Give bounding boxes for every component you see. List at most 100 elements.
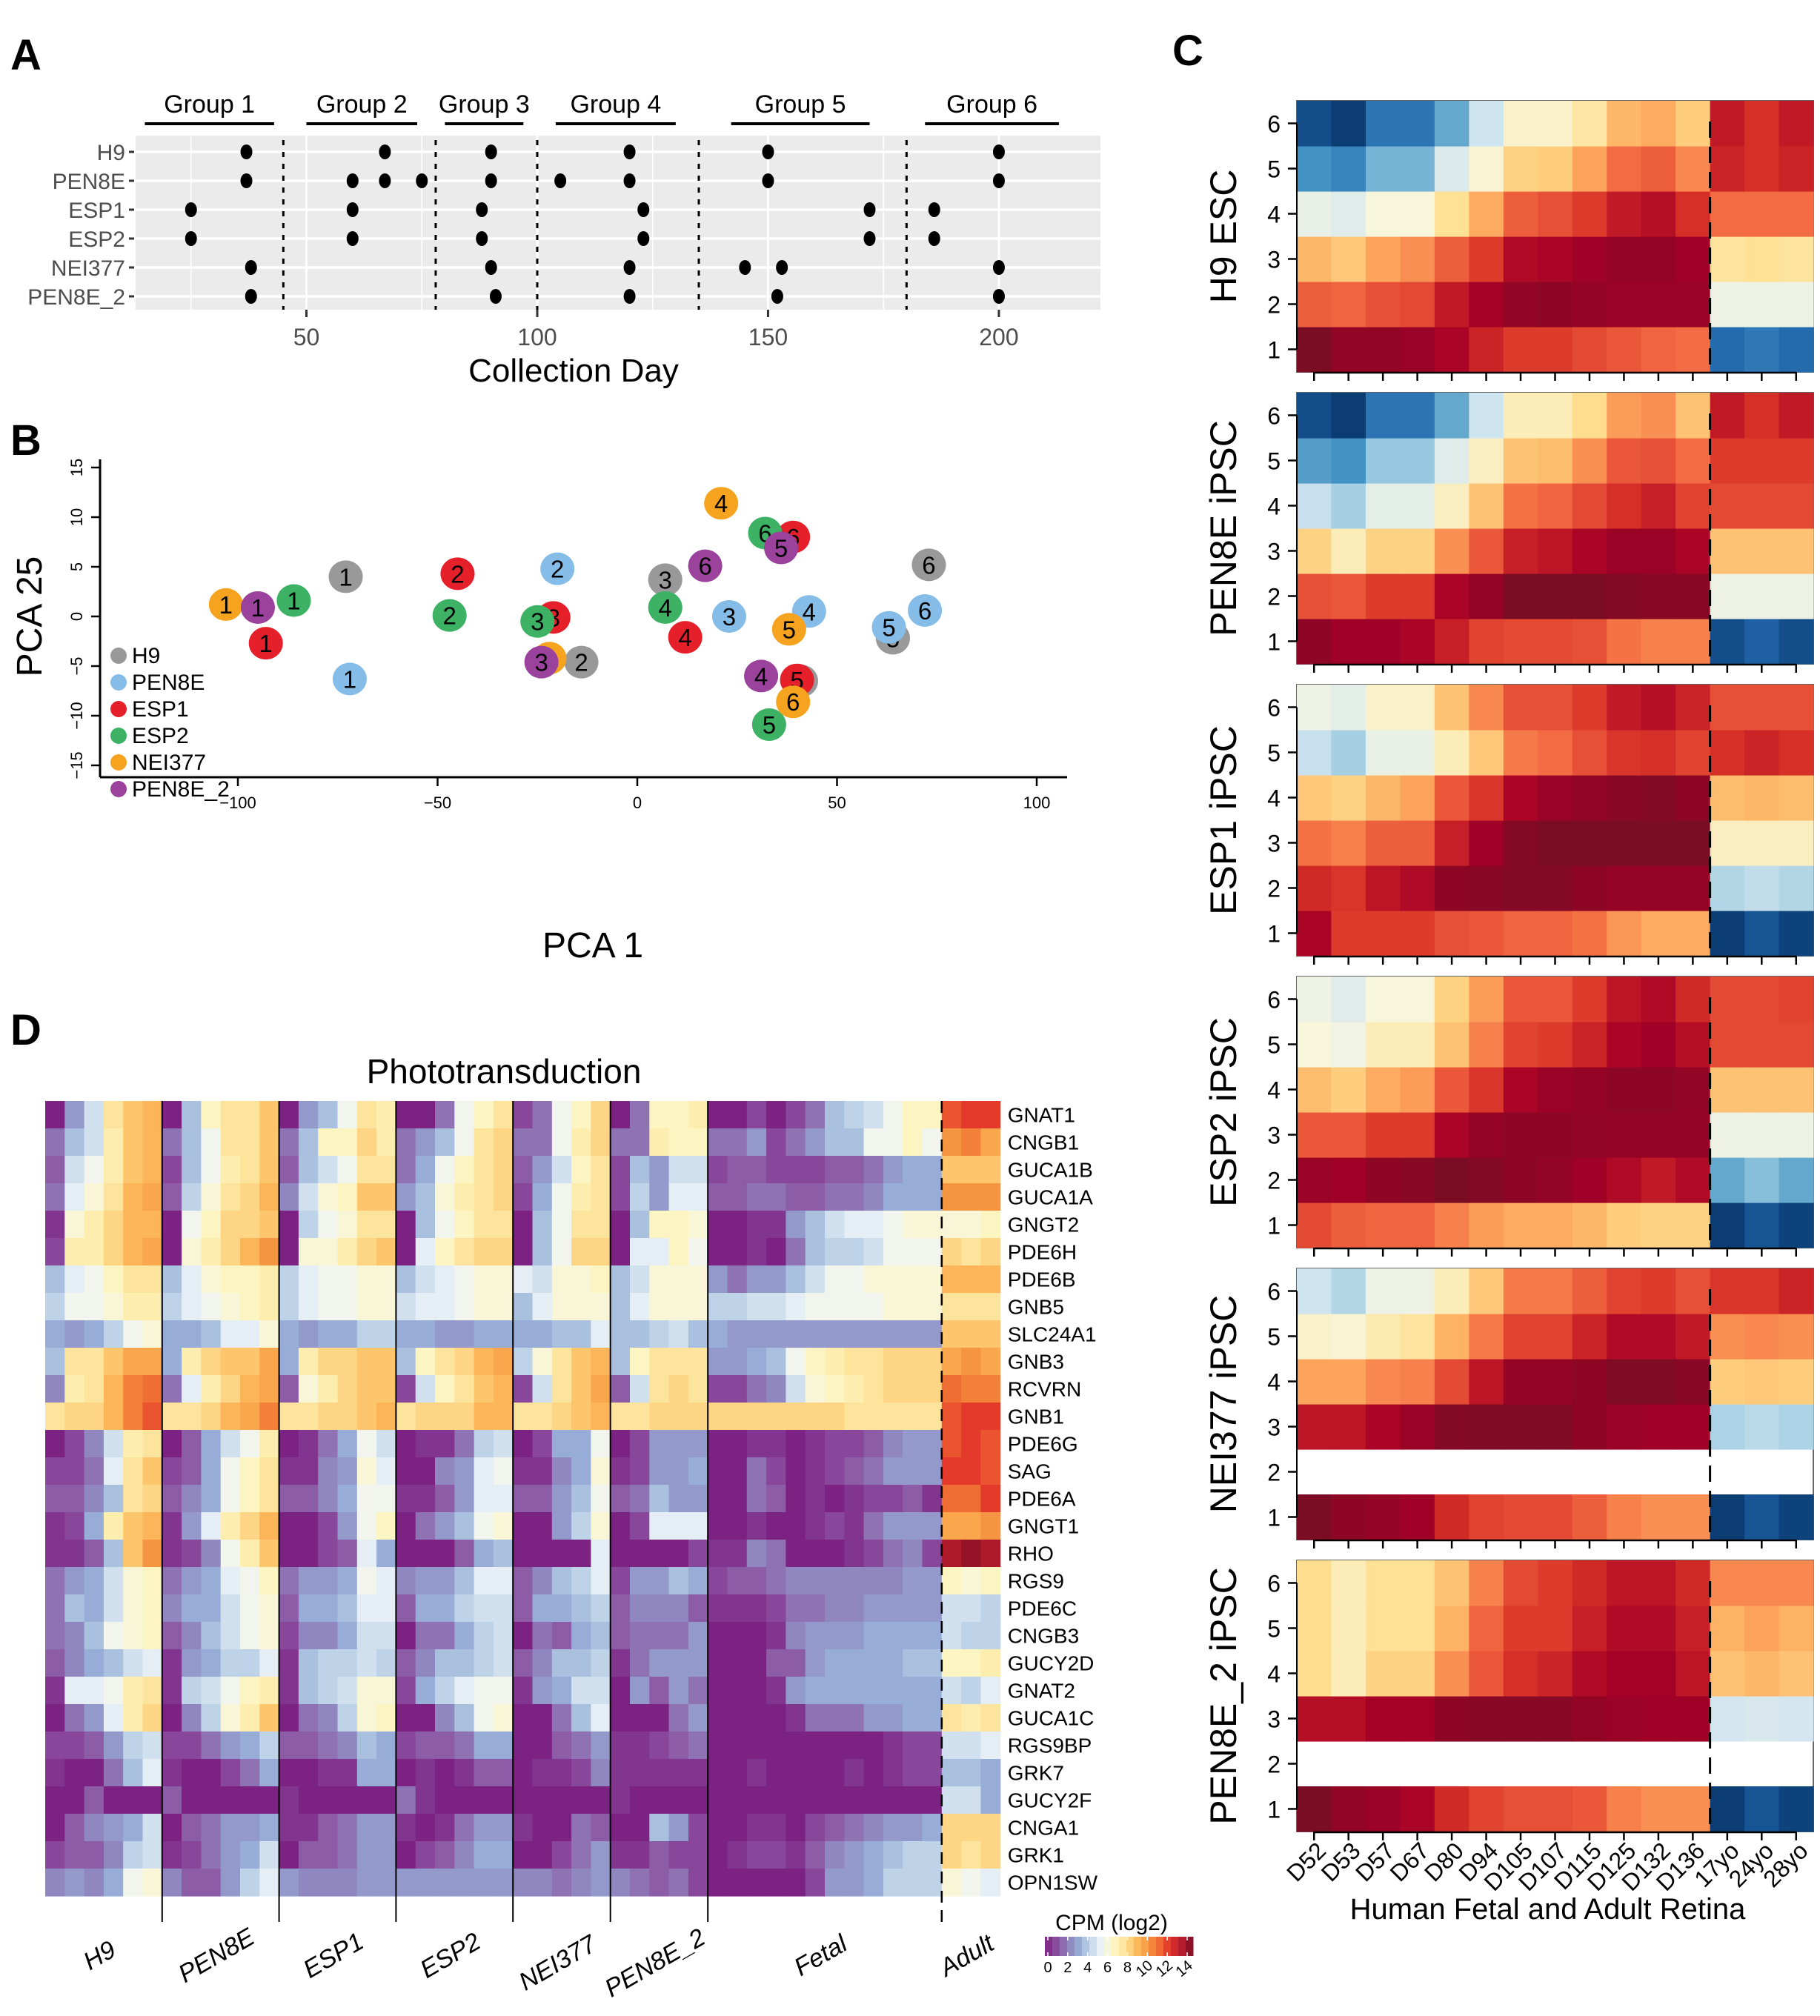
heatmap-cell [45,1567,65,1595]
heatmap-cell [1365,101,1401,147]
heatmap-cell [454,1265,475,1294]
heatmap-cell [980,1759,1001,1787]
heatmap-cell [1365,1606,1401,1651]
heatmap-cell [1503,1067,1538,1113]
heatmap-cell [727,1211,748,1239]
heatmap-cell [279,1211,299,1239]
heatmap-cell [1572,1359,1607,1405]
heatmap-cell [376,1156,396,1184]
heatmap-cell [1675,1022,1711,1068]
heatmap-cell [591,1759,611,1787]
heatmap-cell [844,1128,865,1157]
heatmap-cell [1503,730,1538,776]
heatmap-cell [708,1869,728,1897]
heatmap-cell [708,1183,728,1211]
heatmap-cell [1297,1359,1332,1405]
heatmap-cell [1400,865,1435,911]
heatmap-cell [415,1348,436,1376]
heatmap-cell [922,1677,943,1705]
heatmap-cell [708,1567,728,1595]
heatmap-cell [805,1731,826,1760]
heatmap-cell [64,1128,85,1157]
heatmap-cell [337,1567,358,1595]
heatmap-cell [922,1183,943,1211]
heatmap-cell [1641,327,1676,373]
y-tick-label: PEN8E_2 [27,285,125,310]
heatmap-cell [1607,146,1642,192]
heatmap-cell [610,1814,631,1842]
heatmap-cell [1434,282,1469,327]
heatmap-cell [123,1649,144,1677]
heatmap-cell [415,1320,436,1348]
heatmap-cell [668,1457,689,1486]
heatmap-cell [1744,1067,1780,1113]
heatmap-cell [727,1622,748,1650]
heatmap-cell [279,1238,299,1266]
group-label: Adult [934,1929,1000,1983]
heatmap-cell [571,1375,591,1403]
heatmap-cell [1331,1786,1366,1832]
heatmap-cell [961,1403,981,1431]
heatmap-cell [551,1183,572,1211]
heatmap-cell [415,1786,436,1814]
heatmap-cell [825,1594,845,1623]
heatmap-cell [84,1265,104,1294]
heatmap-cell [746,1731,767,1760]
heatmap-cell [123,1594,144,1623]
pca-point [668,621,703,654]
heatmap-cell [201,1293,222,1321]
heatmap-cell [825,1128,845,1157]
group-label: Group 1 [164,90,255,119]
heatmap-cell [805,1348,826,1376]
heatmap-cell [591,1594,611,1623]
heatmap-cell [259,1430,280,1458]
heatmap-cell [1400,1651,1435,1697]
heatmap-cell [64,1156,85,1184]
heatmap-cell [922,1594,943,1623]
heatmap-cell [493,1540,514,1568]
heatmap-cell [220,1540,241,1568]
heatmap-cell [941,1348,962,1376]
heatmap-cell [1779,911,1814,957]
heatmap-cell [220,1759,241,1787]
heatmap-cell [1331,619,1366,665]
heatmap-cell [825,1430,845,1458]
heatmap-cell [941,1594,962,1623]
heatmap-cell [668,1101,689,1129]
heatmap-cell [279,1704,299,1732]
heatmap-cell [961,1731,981,1760]
heatmap-cell [1331,282,1366,327]
heatmap-cell [941,1485,962,1513]
heatmap-cell [493,1320,514,1348]
heatmap-cell [356,1731,377,1760]
heatmap-cell [805,1567,826,1595]
heatmap-cell [1607,1606,1642,1651]
heatmap-cell [84,1759,104,1787]
heatmap-cell [532,1430,553,1458]
heatmap-cell [435,1293,455,1321]
heatmap-cell [844,1869,865,1897]
heatmap-cell [1538,1404,1573,1450]
heatmap-cell [123,1540,144,1568]
heatmap-cell [259,1786,280,1814]
heatmap-cell [376,1485,396,1513]
heatmap-cell [1744,1268,1780,1314]
heatmap-cell [474,1320,494,1348]
heatmap-cell [1400,438,1435,484]
heatmap-cell [941,1430,962,1458]
heatmap-cell [259,1211,280,1239]
heatmap-cell [825,1841,845,1869]
pca-point-label: 2 [551,556,564,583]
heatmap-cell [84,1128,104,1157]
heatmap-cell [337,1622,358,1650]
heatmap-cell [493,1430,514,1458]
heatmap-cell [746,1293,767,1321]
heatmap-cell [298,1156,319,1184]
heatmap-cell [435,1677,455,1705]
panel-label-d: D [10,1006,41,1054]
heatmap-cell [396,1320,416,1348]
heatmap-cell [1779,1786,1814,1832]
heatmap-cell [1503,528,1538,574]
